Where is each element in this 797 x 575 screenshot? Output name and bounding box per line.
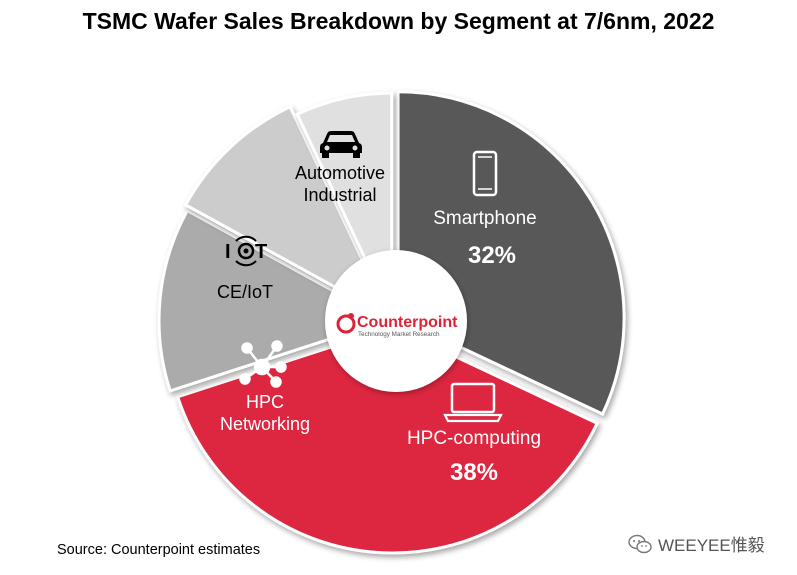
chart-title: TSMC Wafer Sales Breakdown by Segment at… [82, 8, 715, 34]
watermark: WEEYEE惟毅 [628, 531, 765, 556]
donut-center [325, 250, 467, 392]
slice-value-label: 32% [468, 242, 516, 269]
smartphone-icon [472, 150, 498, 197]
counterpoint-logo-icon [336, 314, 356, 334]
wechat-icon [628, 534, 652, 553]
iot-icon: I T [225, 235, 267, 267]
slice-label: Automotive Industrial [295, 163, 385, 205]
counterpoint-logo: Counterpoint Technology Market Research [336, 313, 458, 338]
logo-tagline: Technology Market Research [358, 331, 440, 338]
slice-value-label: 38% [450, 459, 498, 486]
car-icon [320, 131, 362, 158]
slice-label: Smartphone [433, 208, 537, 229]
network-icon [239, 340, 287, 388]
svg-text:I: I [225, 241, 231, 263]
slice-hpc-networking [157, 208, 391, 393]
laptop-icon [443, 382, 503, 423]
logo-name: Counterpoint [357, 314, 458, 331]
watermark-text: WEEYEE惟毅 [658, 536, 765, 555]
slice-label: CE/IoT [217, 282, 273, 302]
source-note: Source: Counterpoint estimates [57, 542, 261, 558]
slice-ce-iot [183, 104, 393, 321]
slice-label: HPC-computing [407, 428, 541, 449]
svg-text:T: T [255, 241, 267, 263]
slice-label: HPC Networking [220, 392, 310, 434]
